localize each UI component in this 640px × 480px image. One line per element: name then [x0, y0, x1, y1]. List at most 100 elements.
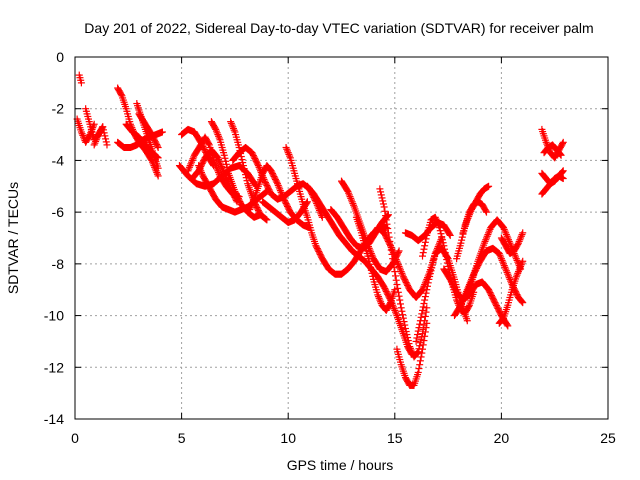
data-point — [453, 296, 461, 304]
data-point — [390, 305, 398, 313]
y-tick-label: -10 — [44, 308, 64, 324]
data-point — [395, 262, 403, 270]
data-point — [153, 142, 161, 150]
y-tick-label: -14 — [44, 411, 64, 427]
data-point — [367, 266, 375, 274]
data-point — [505, 274, 513, 282]
data-point — [221, 154, 229, 162]
data-point — [466, 281, 474, 289]
data-point — [407, 346, 415, 354]
data-point — [419, 306, 427, 314]
data-point — [369, 272, 377, 280]
data-point — [214, 154, 222, 162]
data-point — [423, 319, 431, 327]
data-point — [497, 255, 505, 263]
data-point — [559, 175, 567, 183]
data-point — [514, 240, 522, 248]
data-point — [418, 349, 426, 357]
data-point — [420, 245, 428, 253]
data-point — [557, 151, 565, 159]
data-point — [403, 331, 411, 339]
data-point — [286, 152, 294, 160]
data-point — [388, 245, 396, 253]
data-point — [389, 249, 397, 257]
data-point — [239, 159, 247, 167]
data-point — [382, 216, 390, 224]
data-point — [517, 232, 525, 240]
data-point — [442, 252, 450, 260]
data-point — [482, 207, 490, 215]
data-point — [502, 265, 510, 273]
data-point — [404, 334, 412, 342]
data-point — [227, 118, 235, 126]
data-point — [92, 137, 100, 145]
x-tick-label: 5 — [178, 430, 186, 446]
data-point — [480, 239, 488, 247]
data-point — [368, 251, 376, 259]
data-point — [375, 294, 383, 302]
data-point — [415, 324, 423, 332]
data-point — [498, 316, 506, 324]
data-point — [439, 239, 447, 247]
data-point — [366, 260, 374, 268]
data-point — [421, 242, 429, 250]
data-point — [513, 256, 521, 264]
data-point — [421, 238, 429, 246]
data-point — [461, 293, 469, 301]
data-point — [467, 280, 475, 288]
data-point — [392, 254, 400, 262]
data-point — [465, 211, 473, 219]
data-point — [424, 279, 432, 287]
data-point — [438, 233, 446, 241]
data-point — [401, 321, 409, 329]
data-point — [517, 261, 525, 269]
data-point — [100, 129, 108, 137]
y-tick-label: -6 — [52, 204, 65, 220]
data-point — [77, 79, 85, 87]
data-point — [392, 256, 400, 264]
data-point — [195, 162, 203, 170]
x-tick-label: 10 — [280, 430, 296, 446]
data-point — [185, 165, 193, 173]
data-point — [502, 231, 510, 239]
data-point — [387, 243, 395, 251]
data-point — [435, 222, 443, 230]
data-point — [500, 262, 508, 270]
data-point — [501, 227, 509, 235]
data-point — [414, 348, 422, 356]
data-point — [379, 197, 387, 205]
data-point — [377, 188, 385, 196]
data-point — [242, 171, 250, 179]
data-point — [433, 218, 441, 226]
data-point — [434, 220, 442, 228]
data-point — [458, 298, 466, 306]
data-point — [446, 231, 454, 239]
data-point — [223, 163, 231, 171]
data-point — [350, 201, 358, 209]
data-point — [406, 343, 414, 351]
data-point — [211, 124, 219, 132]
data-point — [238, 156, 246, 164]
data-point — [212, 162, 220, 170]
data-point — [419, 341, 427, 349]
data-point — [400, 318, 408, 326]
data-point — [457, 301, 465, 309]
data-point — [197, 167, 205, 175]
data-point — [499, 315, 507, 323]
data-point — [395, 247, 403, 255]
data-point — [393, 257, 401, 265]
data-point — [413, 334, 421, 342]
data-point — [519, 299, 527, 307]
data-point — [283, 145, 291, 153]
data-point — [222, 160, 230, 168]
data-point — [367, 263, 375, 271]
data-point — [213, 165, 221, 173]
data-point — [518, 259, 526, 267]
data-point — [396, 300, 404, 308]
data-point — [275, 183, 283, 191]
data-point — [394, 288, 402, 296]
data-point — [240, 165, 248, 173]
y-tick-label: -12 — [44, 359, 64, 375]
